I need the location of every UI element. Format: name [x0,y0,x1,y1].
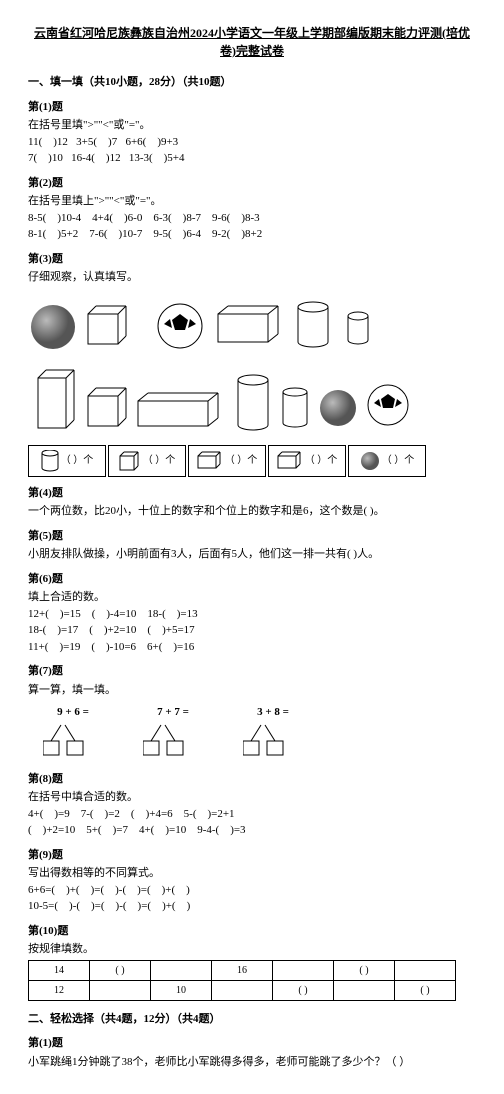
q10-heading: 第(10)题 [28,923,476,940]
q9-stem: 写出得数相等的不同算式。 [28,865,476,882]
page-title: 云南省红河哈尼族彝族自治州2024小学语文一年级上学期部编版期末能力评测(培优卷… [28,24,476,60]
q9-row1: 6+6=( )+( )=( )-( )=( )+( ) [28,882,476,899]
q8-row2: ( )+2=10 5+( )=7 4+( )=10 9-4-( )=3 [28,822,476,839]
table-cell [273,960,334,980]
q10-stem: 按规律填数。 [28,941,476,958]
q3-heading: 第(3)题 [28,251,476,268]
q10-table: 14( )16( )1210( )( ) [28,960,456,1001]
table-cell [151,960,212,980]
table-cell [90,980,151,1000]
q7-heading: 第(7)题 [28,663,476,680]
table-cell: 14 [29,960,90,980]
q6-row3: 11+( )=19 ( )-10=6 6+( )=16 [28,639,476,656]
count-cell-cuboid1: （ ）个 [188,445,266,477]
count-cell-cylinder: （ ）个 [28,445,106,477]
table-cell [212,980,273,1000]
q2-stem: 在括号里填上">""<"或"="。 [28,193,476,210]
q1-heading: 第(1)题 [28,99,476,116]
section-1-heading: 一、填一填（共10小题，28分）（共10题） [28,74,476,91]
table-cell: 12 [29,980,90,1000]
table-cell: 10 [151,980,212,1000]
q5-stem: 小朋友排队做操，小明前面有3人，后面有5人，他们这一排一共有( )人。 [28,546,476,563]
q6-heading: 第(6)题 [28,571,476,588]
count-cell-cuboid2: （ ）个 [268,445,346,477]
q6-row2: 18-( )=17 ( )+2=10 ( )+5=17 [28,622,476,639]
q2-row1: 8-5( )10-4 4+4( )6-0 6-3( )8-7 9-6( )8-3 [28,210,476,227]
q6-row1: 12+( )=15 ( )-4=10 18-( )=13 [28,606,476,623]
s2-q1-stem: 小军跳绳1分钟跳了38个，老师比小军跳得多得多，老师可能跳了多少个？（ ） [28,1054,476,1071]
table-cell: 16 [212,960,273,980]
table-cell [334,980,395,1000]
q3-stem: 仔细观察，认真填写。 [28,269,476,286]
count-cell-cube: （ ）个 [108,445,186,477]
count-cell-sphere: （ ）个 [348,445,426,477]
q4-heading: 第(4)题 [28,485,476,502]
table-cell: ( ) [395,980,456,1000]
q2-row2: 8-1( )5+2 7-6( )10-7 9-5( )6-4 9-2( )8+2 [28,226,476,243]
s2-q1-heading: 第(1)题 [28,1035,476,1052]
q1-row1: 11( )12 3+5( )7 6+6( )9+3 [28,134,476,151]
q8-heading: 第(8)题 [28,771,476,788]
q1-stem: 在括号里填">""<"或"="。 [28,117,476,134]
section-2-heading: 二、轻松选择（共4题，12分）（共4题） [28,1011,476,1028]
q5-heading: 第(5)题 [28,528,476,545]
q7-stem: 算一算，填一填。 [28,682,476,699]
q3-shapes-row-1 [28,292,476,358]
table-cell: ( ) [273,980,334,1000]
table-cell: ( ) [90,960,151,980]
q6-stem: 填上合适的数。 [28,589,476,606]
table-cell [395,960,456,980]
q9-heading: 第(9)题 [28,847,476,864]
q9-row2: 10-5=( )-( )=( )-( )=( )+( ) [28,898,476,915]
q8-row1: 4+( )=9 7-( )=2 ( )+4=6 5-( )=2+1 [28,806,476,823]
q2-heading: 第(2)题 [28,175,476,192]
table-cell: ( ) [334,960,395,980]
q4-stem: 一个两位数，比20小，十位上的数字和个位上的数字和是6，这个数是( )。 [28,503,476,520]
q3-shapes-row-2 [28,363,476,439]
q3-count-row: （ ）个 （ ）个 （ ）个 （ ）个 （ ）个 [28,445,476,477]
q1-row2: 7( )10 16-4( )12 13-3( )5+4 [28,150,476,167]
q8-stem: 在括号中填合适的数。 [28,789,476,806]
